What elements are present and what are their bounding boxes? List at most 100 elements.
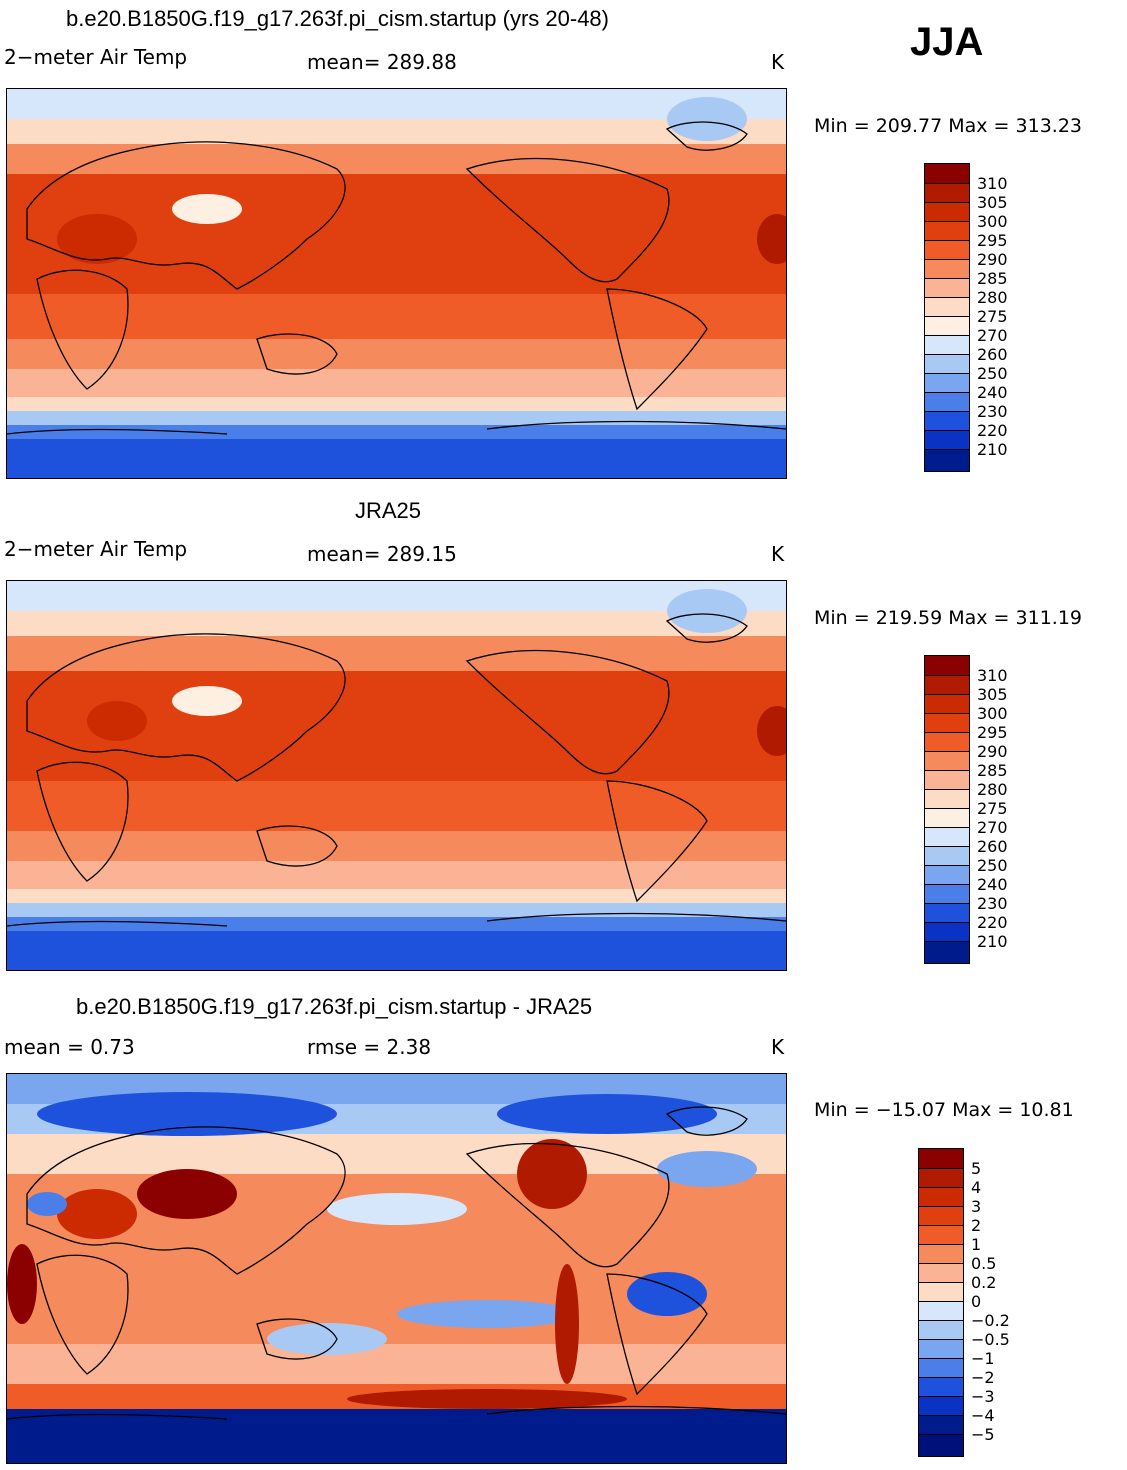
colorbar-box	[925, 259, 969, 279]
colorbar-box	[925, 751, 969, 771]
colorbar-tick: 270	[977, 326, 1008, 345]
colorbar-tick: 295	[977, 723, 1008, 742]
colorbar-box	[925, 354, 969, 374]
colorbar-box	[919, 1415, 963, 1435]
colorbar-tick: 310	[977, 174, 1008, 193]
colorbar-tick: 305	[977, 685, 1008, 704]
colorbar-tick: 305	[977, 193, 1008, 212]
colorbar-box	[919, 1301, 963, 1321]
panel2-mean-label: mean= 289.15	[307, 542, 457, 566]
panel3-units-label: K	[771, 1035, 785, 1059]
season-label: JJA	[910, 20, 984, 64]
colorbar-tick: 0.5	[971, 1254, 997, 1273]
panel1-units-label: K	[771, 50, 785, 74]
colorbar-tick: −0.5	[971, 1330, 1010, 1349]
colorbar-tick: 220	[977, 421, 1008, 440]
colorbar-tick: 290	[977, 742, 1008, 761]
colorbar-tick: −0.2	[971, 1311, 1010, 1330]
colorbar-box	[919, 1225, 963, 1245]
colorbar-tick: 260	[977, 345, 1008, 364]
colorbar-tick: 300	[977, 212, 1008, 231]
colorbar-box	[919, 1263, 963, 1283]
colorbar-box	[919, 1396, 963, 1416]
colorbar-tick: 285	[977, 761, 1008, 780]
colorbar-box	[925, 221, 969, 241]
colorbar-tick: 300	[977, 704, 1008, 723]
colorbar-box	[925, 202, 969, 222]
colorbar-box	[925, 808, 969, 828]
colorbar-tick: 1	[971, 1235, 982, 1254]
colorbar-box	[925, 411, 969, 431]
colorbar-box	[925, 732, 969, 752]
colorbar-box	[919, 1168, 963, 1188]
colorbar-box	[919, 1244, 963, 1264]
panel2-variable-label: 2−meter Air Temp	[4, 537, 188, 561]
colorbar-tick: −2	[971, 1368, 995, 1387]
panel3-colorbar: 5 4 3 2 1 0.5 0.2 0 −0.2 −0.5 −1 −2 −3 −…	[918, 1148, 1010, 1457]
colorbar-tick: 210	[977, 440, 1008, 459]
colorbar-box	[925, 449, 969, 471]
colorbar-tick: 250	[977, 856, 1008, 875]
panel3-title: b.e20.B1850G.f19_g17.263f.pi_cism.startu…	[76, 994, 593, 1019]
colorbar-tick: 210	[977, 932, 1008, 951]
colorbar-box	[925, 675, 969, 695]
panel2-map	[6, 580, 787, 971]
panel1-mean-label: mean= 289.88	[307, 50, 457, 74]
colorbar-tick: 275	[977, 799, 1008, 818]
colorbar-tick: 285	[977, 269, 1008, 288]
colorbar-box	[925, 903, 969, 923]
panel3-minmax: Min = −15.07 Max = 10.81	[814, 1099, 1074, 1121]
colorbar-box	[919, 1339, 963, 1359]
panel1-map	[6, 88, 787, 479]
colorbar-tick: 5	[971, 1159, 982, 1178]
colorbar-box	[925, 316, 969, 336]
colorbar-tick: 230	[977, 894, 1008, 913]
colorbar-box	[925, 430, 969, 450]
colorbar-box	[925, 827, 969, 847]
colorbar-tick: −1	[971, 1349, 995, 1368]
colorbar-box	[925, 297, 969, 317]
colorbar-tick: 280	[977, 288, 1008, 307]
colorbar-tick: 295	[977, 231, 1008, 250]
colorbar-tick: 3	[971, 1197, 982, 1216]
colorbar-box	[925, 865, 969, 885]
colorbar-box	[925, 392, 969, 412]
panel3-rmse-label: rmse = 2.38	[307, 1035, 432, 1059]
panel2-units-label: K	[771, 542, 785, 566]
panel1-colorbar: 310 305 300 295 290 285 280 275 270 260 …	[924, 163, 1008, 472]
colorbar-box	[925, 713, 969, 733]
colorbar-tick: 280	[977, 780, 1008, 799]
colorbar-tick: 0.2	[971, 1273, 997, 1292]
panel2-minmax: Min = 219.59 Max = 311.19	[814, 607, 1082, 629]
colorbar-box	[925, 941, 969, 963]
panel1-title: b.e20.B1850G.f19_g17.263f.pi_cism.startu…	[66, 6, 609, 31]
colorbar-box	[925, 183, 969, 203]
colorbar-tick: 240	[977, 875, 1008, 894]
panel3-map	[6, 1073, 787, 1464]
colorbar-tick: 250	[977, 364, 1008, 383]
colorbar-box	[925, 656, 969, 676]
panel1-variable-label: 2−meter Air Temp	[4, 45, 188, 69]
colorbar-box	[925, 335, 969, 355]
colorbar-box	[925, 164, 969, 184]
colorbar-tick: −3	[971, 1387, 995, 1406]
colorbar-box	[919, 1434, 963, 1456]
colorbar-tick: 270	[977, 818, 1008, 837]
colorbar-tick: 230	[977, 402, 1008, 421]
colorbar-box	[919, 1320, 963, 1340]
colorbar-box	[925, 278, 969, 298]
panel2-title: JRA25	[355, 498, 422, 523]
colorbar-tick: 4	[971, 1178, 982, 1197]
colorbar-box	[925, 240, 969, 260]
colorbar-box	[919, 1282, 963, 1302]
colorbar-box	[925, 922, 969, 942]
colorbar-tick: 260	[977, 837, 1008, 856]
colorbar-box	[919, 1206, 963, 1226]
colorbar-tick: 310	[977, 666, 1008, 685]
colorbar-box	[925, 694, 969, 714]
panel3-mean-label: mean = 0.73	[4, 1035, 135, 1059]
colorbar-tick: 240	[977, 383, 1008, 402]
colorbar-box	[919, 1358, 963, 1378]
colorbar-box	[925, 884, 969, 904]
colorbar-box	[925, 846, 969, 866]
